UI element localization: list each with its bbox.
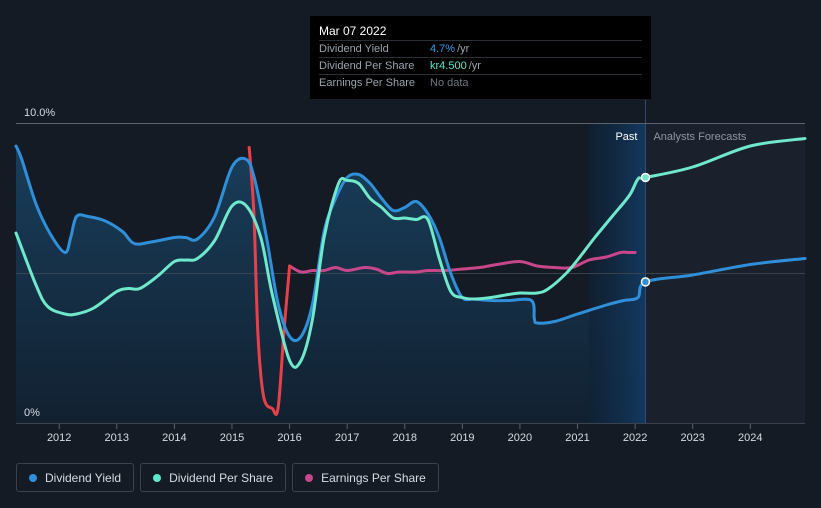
legend: Dividend Yield Dividend Per Share Earnin… <box>16 463 439 492</box>
dividend-per-share-line <box>14 137 807 369</box>
x-tick-label: 2012 <box>47 432 71 444</box>
legend-item-dividend-per-share[interactable]: Dividend Per Share <box>140 463 287 492</box>
tooltip-label: Earnings Per Share <box>319 77 415 89</box>
dividend-yield-area <box>16 146 646 424</box>
tooltip-unit: /yr <box>468 60 481 72</box>
x-tick-label: 2017 <box>335 432 359 444</box>
tooltip-date: Mar 07 2022 <box>319 24 387 38</box>
legend-label: Earnings Per Share <box>321 470 426 485</box>
tooltip: Mar 07 2022 Dividend Yield 4.7% /yr Divi… <box>310 16 651 99</box>
dividend-yield-marker[interactable] <box>640 277 651 287</box>
tooltip-unit: /yr <box>457 43 470 55</box>
x-tick-label: 2014 <box>162 432 186 444</box>
legend-dot-icon <box>153 473 162 482</box>
legend-dot-icon <box>305 473 314 482</box>
dividend-yield-line <box>14 144 807 343</box>
legend-label: Dividend Yield <box>45 470 122 485</box>
tooltip-value: No data <box>430 77 469 89</box>
legend-label: Dividend Per Share <box>169 470 274 485</box>
past-label: Past <box>615 131 637 143</box>
x-tick-label: 2021 <box>565 432 589 444</box>
x-tick-label: 2015 <box>220 432 244 444</box>
dividend-per-share-marker[interactable] <box>640 172 651 183</box>
tooltip-row-earnings-per-share: Earnings Per Share No data <box>319 74 642 91</box>
tooltip-value: kr4.500 <box>430 60 467 72</box>
tooltip-label: Dividend Yield <box>319 43 389 55</box>
tooltip-label: Dividend Per Share <box>319 60 415 72</box>
x-tick-label: 2019 <box>450 432 474 444</box>
x-tick-label: 2022 <box>623 432 647 444</box>
legend-item-dividend-yield[interactable]: Dividend Yield <box>16 463 135 492</box>
tooltip-row-dividend-per-share: Dividend Per Share kr4.500 /yr <box>319 57 642 74</box>
x-tick-label: 2024 <box>738 432 762 444</box>
x-tick-label: 2020 <box>508 432 532 444</box>
tooltip-value: 4.7% <box>430 43 456 55</box>
x-tick-label: 2018 <box>392 432 416 444</box>
x-tick-label: 2023 <box>680 432 704 444</box>
tooltip-row-dividend-yield: Dividend Yield 4.7% /yr <box>319 40 642 57</box>
earnings-per-share-line <box>288 250 637 276</box>
legend-dot-icon <box>29 473 37 482</box>
analysts-forecasts-label: Analysts Forecasts <box>653 131 746 143</box>
y-axis-top-label: 10.0% <box>24 107 55 119</box>
y-axis-bottom-label: 0% <box>24 407 40 419</box>
x-tick-label: 2013 <box>105 432 129 444</box>
x-tick-label: 2016 <box>277 432 301 444</box>
legend-item-earnings-per-share[interactable]: Earnings Per Share <box>292 463 439 492</box>
